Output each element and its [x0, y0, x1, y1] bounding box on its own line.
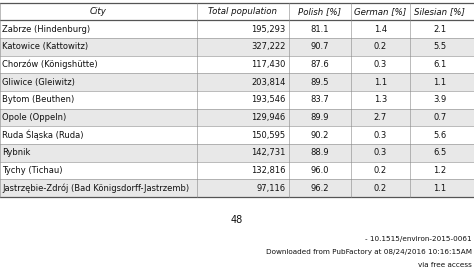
Text: 96.2: 96.2 — [310, 184, 329, 193]
Text: Katowice (Kattowitz): Katowice (Kattowitz) — [2, 42, 89, 51]
Text: 0.2: 0.2 — [374, 42, 387, 51]
Text: Silesian [%]: Silesian [%] — [414, 7, 465, 16]
Text: 1.4: 1.4 — [374, 25, 387, 34]
Text: 2.7: 2.7 — [374, 113, 387, 122]
Text: - 10.1515/environ-2015-0061: - 10.1515/environ-2015-0061 — [365, 236, 472, 242]
Text: 5.5: 5.5 — [433, 42, 446, 51]
Text: Tychy (Tichau): Tychy (Tichau) — [2, 166, 63, 175]
Text: 0.2: 0.2 — [374, 166, 387, 175]
Text: 129,946: 129,946 — [251, 113, 285, 122]
Text: 203,814: 203,814 — [251, 78, 285, 87]
Text: 0.3: 0.3 — [374, 148, 387, 157]
Text: 90.2: 90.2 — [311, 131, 329, 140]
Text: 193,546: 193,546 — [251, 95, 285, 104]
Text: 3.9: 3.9 — [433, 95, 446, 104]
Text: 88.9: 88.9 — [310, 148, 329, 157]
Text: 142,731: 142,731 — [251, 148, 285, 157]
Text: Downloaded from PubFactory at 08/24/2016 10:16:15AM: Downloaded from PubFactory at 08/24/2016… — [265, 249, 472, 255]
Text: 5.6: 5.6 — [433, 131, 446, 140]
Text: 1.1: 1.1 — [374, 78, 387, 87]
Text: 6.5: 6.5 — [433, 148, 446, 157]
Text: 97,116: 97,116 — [256, 184, 285, 193]
Text: Ruda Śląska (Ruda): Ruda Śląska (Ruda) — [2, 130, 84, 140]
Text: 0.3: 0.3 — [374, 60, 387, 69]
Text: Zabrze (Hindenburg): Zabrze (Hindenburg) — [2, 25, 91, 34]
Text: 1.2: 1.2 — [433, 166, 446, 175]
Text: 2.1: 2.1 — [433, 25, 446, 34]
Text: 1.3: 1.3 — [374, 95, 387, 104]
Text: City: City — [90, 7, 107, 16]
Bar — [0, 38, 474, 56]
Text: 96.0: 96.0 — [310, 166, 329, 175]
Text: via free access: via free access — [418, 262, 472, 268]
Text: Opole (Oppeln): Opole (Oppeln) — [2, 113, 67, 122]
Text: 87.6: 87.6 — [310, 60, 329, 69]
Bar — [0, 109, 474, 126]
Text: 0.2: 0.2 — [374, 184, 387, 193]
Text: 6.1: 6.1 — [433, 60, 446, 69]
Text: Jastrzębie-Zdrój (Bad Königsdorff-Jastrzemb): Jastrzębie-Zdrój (Bad Königsdorff-Jastrz… — [2, 184, 190, 193]
Text: 89.5: 89.5 — [310, 78, 329, 87]
Text: 89.9: 89.9 — [310, 113, 329, 122]
Text: 90.7: 90.7 — [310, 42, 329, 51]
Text: 1.1: 1.1 — [433, 184, 446, 193]
Text: 48: 48 — [231, 215, 243, 225]
Text: 150,595: 150,595 — [251, 131, 285, 140]
Text: 327,222: 327,222 — [251, 42, 285, 51]
Bar — [0, 180, 474, 197]
Text: Bytom (Beuthen): Bytom (Beuthen) — [2, 95, 74, 104]
Text: 132,816: 132,816 — [251, 166, 285, 175]
Text: Total population: Total population — [209, 7, 277, 16]
Bar — [0, 144, 474, 162]
Text: 81.1: 81.1 — [310, 25, 329, 34]
Text: 0.7: 0.7 — [433, 113, 446, 122]
Text: 195,293: 195,293 — [251, 25, 285, 34]
Text: Gliwice (Gleiwitz): Gliwice (Gleiwitz) — [2, 78, 75, 87]
Bar — [0, 73, 474, 91]
Text: 1.1: 1.1 — [433, 78, 446, 87]
Text: German [%]: German [%] — [354, 7, 407, 16]
Text: 117,430: 117,430 — [251, 60, 285, 69]
Text: Polish [%]: Polish [%] — [299, 7, 341, 16]
Text: Rybnik: Rybnik — [2, 148, 31, 157]
Text: 0.3: 0.3 — [374, 131, 387, 140]
Text: Chorzów (Königshütte): Chorzów (Königshütte) — [2, 60, 98, 69]
Text: 83.7: 83.7 — [310, 95, 329, 104]
